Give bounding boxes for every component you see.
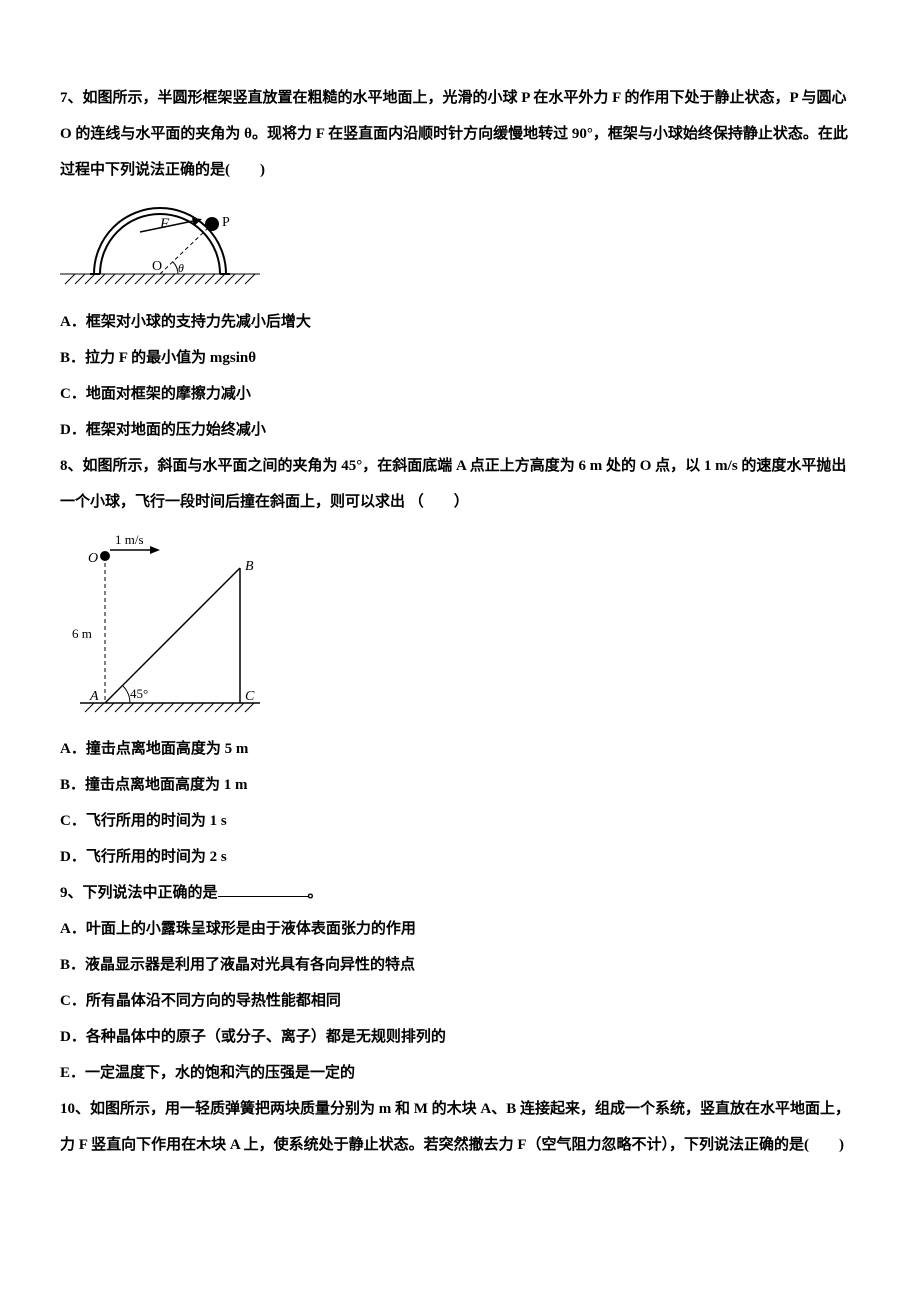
q8-figure: 45° O 1 m/s 6 m A B C bbox=[60, 528, 860, 723]
label-angle: 45° bbox=[130, 686, 148, 701]
label-A: A bbox=[89, 689, 99, 704]
label-Oq8: O bbox=[88, 551, 98, 566]
label-C: C bbox=[245, 689, 255, 704]
label-P: P bbox=[222, 215, 230, 230]
q9-optD: D．各种晶体中的原子（或分子、离子）都是无规则排列的 bbox=[60, 1019, 860, 1055]
q8-optB: B．撞击点离地面高度为 1 m bbox=[60, 767, 860, 803]
q8-optC: C．飞行所用的时间为 1 s bbox=[60, 803, 860, 839]
q7-optD: D．框架对地面的压力始终减小 bbox=[60, 412, 860, 448]
q8-optA: A．撞击点离地面高度为 5 m bbox=[60, 731, 860, 767]
label-theta: θ bbox=[178, 261, 184, 275]
q7-optA: A．框架对小球的支持力先减小后增大 bbox=[60, 304, 860, 340]
q9-optB: B．液晶显示器是利用了液晶对光具有各向异性的特点 bbox=[60, 947, 860, 983]
label-F: F bbox=[159, 216, 170, 232]
q10-stem: 10、如图所示，用一轻质弹簧把两块质量分别为 m 和 M 的木块 A、B 连接起… bbox=[60, 1091, 860, 1163]
q9-blank bbox=[218, 896, 308, 897]
q9-stem-pre: 9、下列说法中正确的是 bbox=[60, 885, 218, 901]
q9-stem-post: 。 bbox=[308, 885, 323, 901]
q8-stem: 8、如图所示，斜面与水平面之间的夹角为 45°，在斜面底端 A 点正上方高度为 … bbox=[60, 448, 860, 520]
q9-optA: A．叶面上的小露珠呈球形是由于液体表面张力的作用 bbox=[60, 911, 860, 947]
label-6m: 6 m bbox=[72, 626, 92, 641]
label-v: 1 m/s bbox=[115, 532, 144, 547]
q7-optC: C．地面对框架的摩擦力减小 bbox=[60, 376, 860, 412]
label-B: B bbox=[245, 559, 254, 574]
q7-optB: B．拉力 F 的最小值为 mgsinθ bbox=[60, 340, 860, 376]
q9-stem: 9、下列说法中正确的是 。 bbox=[60, 875, 860, 911]
q8-optD: D．飞行所用的时间为 2 s bbox=[60, 839, 860, 875]
q7-figure: O θ P F bbox=[60, 196, 860, 296]
q7-stem: 7、如图所示，半圆形框架竖直放置在粗糙的水平地面上，光滑的小球 P 在水平外力 … bbox=[60, 80, 860, 188]
q9-optC: C．所有晶体沿不同方向的导热性能都相同 bbox=[60, 983, 860, 1019]
q9-optE: E．一定温度下，水的饱和汽的压强是一定的 bbox=[60, 1055, 860, 1091]
label-O: O bbox=[152, 259, 162, 274]
